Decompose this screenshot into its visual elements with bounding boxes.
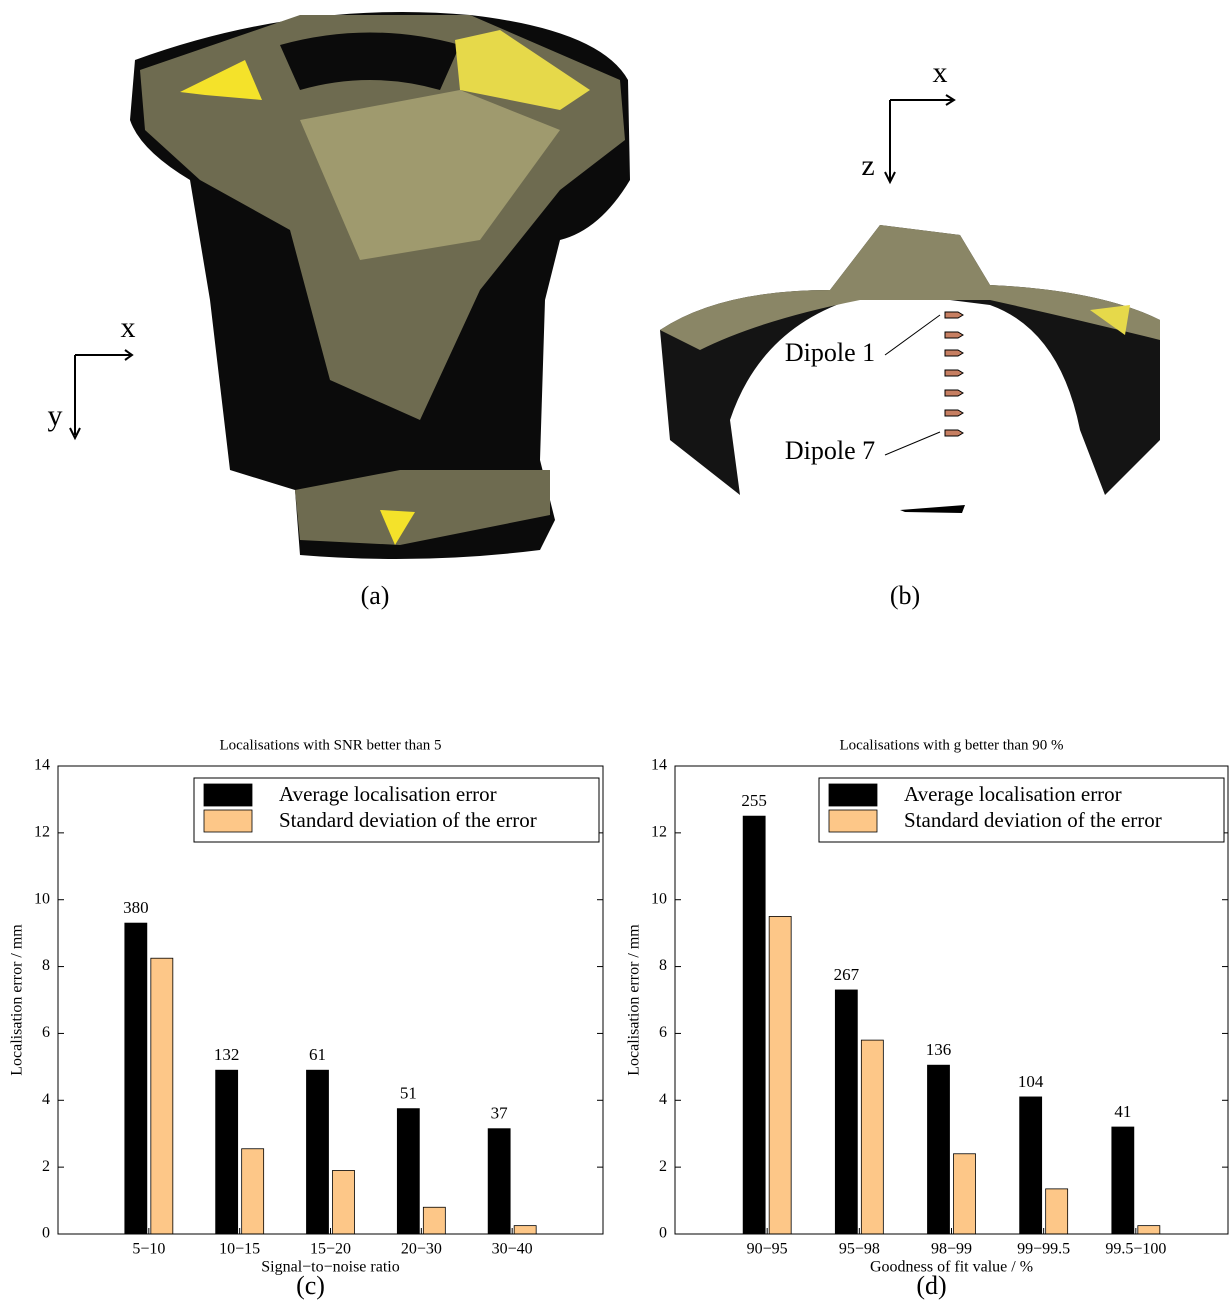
y-axis-label: Localisation error / mm	[626, 924, 643, 1076]
x-axis-label: Goodness of fit value / %	[870, 1259, 1033, 1276]
bar	[242, 1149, 264, 1234]
bar-annotation: 267	[834, 965, 860, 984]
x-axis-label: Signal−to−noise ratio	[261, 1259, 399, 1276]
y-tick-label: 14	[34, 757, 50, 774]
bar	[216, 1070, 238, 1234]
bar	[1046, 1189, 1068, 1234]
legend-swatch	[829, 784, 877, 806]
chart-title: Localisations with SNR better than 5	[219, 737, 441, 753]
legend-swatch	[204, 784, 252, 806]
axis-label: x	[121, 311, 136, 344]
legend-swatch	[829, 810, 877, 832]
bar	[835, 990, 857, 1234]
chart-title: Localisations with g better than 90 %	[839, 737, 1063, 753]
bar-annotation: 61	[309, 1045, 326, 1064]
panel-caption: (c)	[296, 1271, 325, 1300]
axis-label: y	[48, 399, 63, 432]
bar	[151, 958, 173, 1234]
x-tick-label: 99.5−100	[1105, 1241, 1166, 1258]
y-tick-label: 12	[34, 824, 50, 841]
torso-front-render: x y (a)	[48, 12, 631, 610]
bar-annotation: 255	[741, 791, 767, 810]
y-tick-label: 2	[659, 1158, 667, 1175]
bar	[1138, 1226, 1160, 1234]
bar	[954, 1154, 976, 1234]
y-tick-label: 0	[42, 1225, 50, 1242]
panel-caption: (a)	[361, 581, 390, 610]
legend-label: Standard deviation of the error	[279, 808, 537, 832]
y-tick-label: 4	[659, 1091, 667, 1108]
bar-annotation: 136	[926, 1040, 952, 1059]
legend-label: Average localisation error	[279, 782, 497, 806]
x-tick-label: 98−99	[931, 1241, 972, 1258]
bar	[397, 1109, 419, 1234]
bar	[928, 1065, 950, 1234]
x-tick-label: 99−99.5	[1017, 1241, 1070, 1258]
x-tick-label: 20−30	[401, 1241, 442, 1258]
y-tick-label: 8	[659, 957, 667, 974]
x-tick-label: 30−40	[492, 1241, 533, 1258]
bar	[307, 1070, 329, 1234]
x-tick-label: 10−15	[219, 1241, 260, 1258]
legend-label: Average localisation error	[904, 782, 1122, 806]
legend-label: Standard deviation of the error	[904, 808, 1162, 832]
y-tick-label: 4	[42, 1091, 50, 1108]
bar-annotation: 132	[214, 1045, 240, 1064]
dipole-label: Dipole 7	[785, 436, 875, 465]
bar	[769, 916, 791, 1234]
axis-arrows	[885, 95, 954, 182]
y-tick-label: 14	[651, 757, 667, 774]
y-axis-label: Localisation error / mm	[9, 924, 26, 1076]
bar	[423, 1207, 445, 1234]
y-tick-label: 10	[34, 890, 50, 907]
bar	[743, 816, 765, 1234]
panel-caption: (b)	[890, 581, 920, 610]
bar	[125, 923, 147, 1234]
figure: x y (a) Dipole 1 Dipole 7 x z (b) 0 2 4 6 8 1…	[0, 0, 1229, 1300]
dipole-label: Dipole 1	[785, 338, 875, 367]
x-tick-label: 95−98	[839, 1241, 880, 1258]
x-tick-label: 15−20	[310, 1241, 351, 1258]
bar-chart: 0 2 4 6 8 10 12 14 90−95 255 95−98 267 98−99 136 99−99…	[626, 737, 1228, 1300]
y-tick-label: 0	[659, 1225, 667, 1242]
y-tick-label: 2	[42, 1158, 50, 1175]
axis-arrows	[70, 350, 132, 438]
y-tick-label: 12	[651, 824, 667, 841]
bar	[333, 1170, 355, 1234]
bar-chart: 0 2 4 6 8 10 12 14 5−10 380 10−15 132 15−20 61 20−30 51…	[9, 737, 603, 1300]
axis-label: x	[933, 56, 948, 89]
torso-edge	[900, 505, 965, 513]
bar	[514, 1226, 536, 1234]
bar-annotation: 380	[123, 898, 149, 917]
bar-annotation: 104	[1018, 1072, 1044, 1091]
leader-lines	[885, 315, 940, 455]
y-tick-label: 6	[659, 1024, 667, 1041]
bar	[861, 1040, 883, 1234]
y-tick-label: 10	[651, 890, 667, 907]
bar	[1020, 1097, 1042, 1234]
y-tick-label: 6	[42, 1024, 50, 1041]
legend-swatch	[204, 810, 252, 832]
bar	[488, 1129, 510, 1234]
x-tick-label: 90−95	[747, 1241, 788, 1258]
torso-top-render: Dipole 1 Dipole 7 x z (b)	[660, 56, 1160, 610]
bar-annotation: 37	[491, 1104, 509, 1123]
y-tick-label: 8	[42, 957, 50, 974]
bar-annotation: 51	[400, 1084, 417, 1103]
bar-annotation: 41	[1114, 1102, 1131, 1121]
panel-caption: (d)	[916, 1271, 946, 1300]
bar	[1112, 1127, 1134, 1234]
dipoles	[945, 312, 963, 436]
axis-label: z	[861, 149, 874, 182]
x-tick-label: 5−10	[132, 1241, 165, 1258]
